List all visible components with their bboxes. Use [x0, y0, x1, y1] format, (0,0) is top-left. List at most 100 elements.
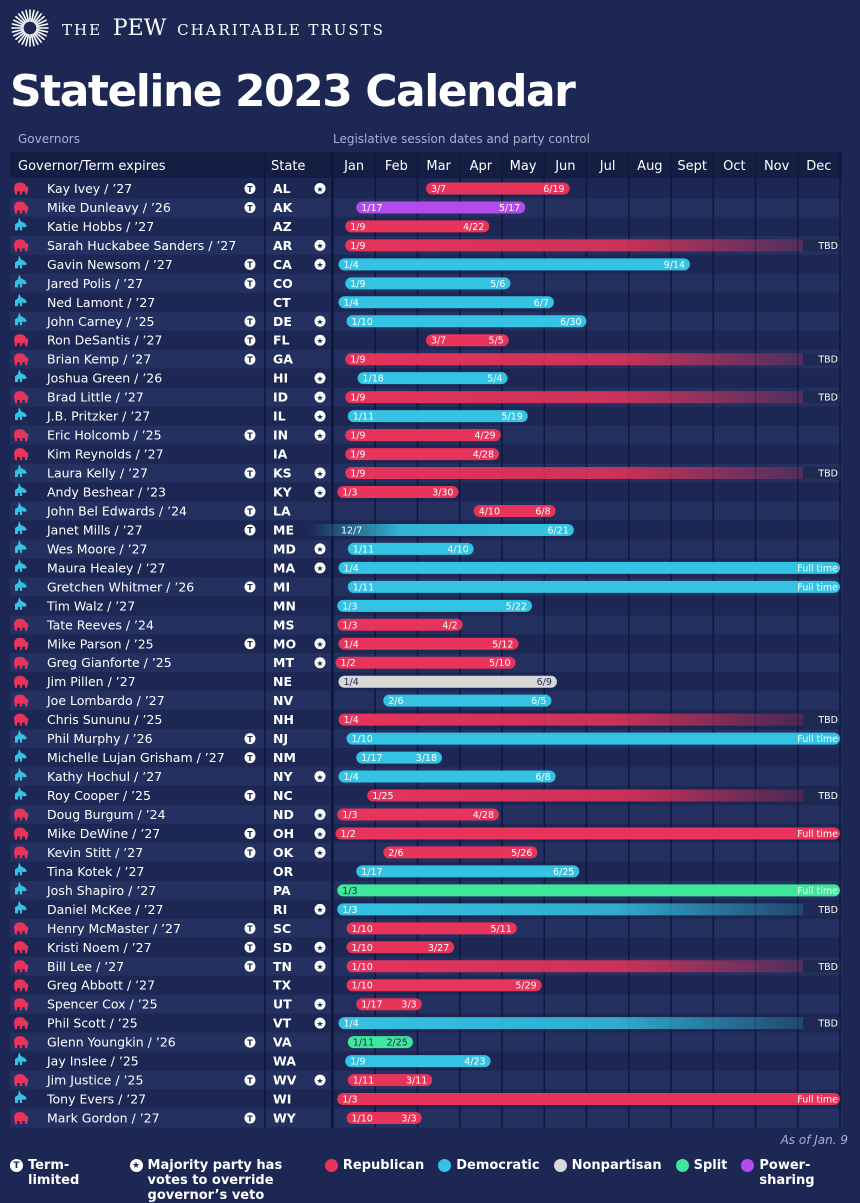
session-end-label: 3/27 — [428, 943, 449, 954]
override-star-icon — [314, 372, 326, 384]
governor-name: Tim Walz / ’27 — [46, 598, 135, 613]
sunburst-ray — [17, 13, 27, 24]
table-row: Kay Ivey / ’27 T AL ★ 3/7 6/19 — [14, 181, 570, 196]
session-end-label: TBD — [817, 469, 838, 480]
override-star-icon — [314, 808, 326, 820]
governor-name: Michelle Lujan Grisham / ’27 — [47, 750, 225, 765]
override-star-glyph: ★ — [316, 830, 323, 839]
table-row: Jim Justice / ’25 T WV ★ 1/11 3/11 — [14, 1073, 433, 1088]
session-start-label: 1/10 — [352, 981, 373, 992]
session-end-label: 3/3 — [401, 1114, 416, 1125]
governor-name: Mike Parson / ’25 — [47, 636, 154, 651]
session-start-label: 1/17 — [361, 867, 382, 878]
override-star-glyph: ★ — [316, 469, 323, 478]
header-governor: Governor/Term expires — [18, 159, 166, 174]
session-end-label: 5/10 — [489, 658, 510, 669]
header-state: State — [271, 159, 305, 174]
session-bar — [345, 429, 501, 442]
session-end-label: 6/9 — [537, 677, 552, 688]
term-limited-icon: T — [10, 1159, 23, 1172]
session-bar — [367, 789, 840, 802]
state-code: NV — [273, 693, 293, 708]
table-row: Maura Healey / ’27 MA ★ 1/4 Full time — [15, 558, 840, 575]
session-bar — [337, 618, 463, 631]
table-row: Tony Evers / ’27 WI 1/3 Full time — [15, 1090, 840, 1107]
table-row: John Carney / ’25 T DE ★ 1/10 6/30 — [15, 312, 587, 329]
table-row: Mike Dunleavy / ’26 T AK 1/17 5/17 — [14, 200, 526, 215]
governor-name: Jared Polis / ’27 — [46, 276, 143, 291]
term-limited-glyph: T — [247, 204, 253, 213]
democratic-donkey-icon — [15, 577, 27, 591]
sunburst-ray — [35, 19, 48, 26]
session-start-label: 1/4 — [343, 260, 358, 271]
session-end-label: 4/2 — [442, 620, 457, 631]
session-start-label: 1/3 — [342, 810, 357, 821]
democratic-donkey-icon — [15, 729, 27, 743]
session-bar — [345, 353, 840, 366]
session-bar — [346, 1112, 422, 1125]
session-bar — [345, 239, 840, 252]
table-row: Jared Polis / ’27 T CO 1/9 5/6 — [15, 274, 511, 291]
term-limited-icon — [244, 524, 256, 536]
term-limited-icon — [244, 827, 256, 839]
state-code: HI — [273, 371, 288, 386]
session-start-label: 1/4 — [343, 1019, 358, 1030]
session-start-label: 1/9 — [350, 241, 365, 252]
session-start-label: 1/17 — [361, 203, 382, 214]
override-star-glyph: ★ — [316, 659, 323, 668]
table-row: Mike Parson / ’25 T MO ★ 1/4 5/12 — [14, 636, 519, 651]
governor-name: John Carney / ’25 — [46, 314, 155, 329]
pew-sunburst-icon — [11, 9, 49, 47]
sunburst-ray — [21, 33, 28, 46]
table-row: Greg Abbott / ’27 TX 1/10 5/29 — [14, 978, 542, 993]
state-code: VT — [273, 1016, 292, 1031]
session-start-label: 4/10 — [479, 506, 500, 517]
session-start-label: 1/9 — [350, 469, 365, 480]
state-code: AL — [273, 181, 291, 196]
session-end-label: 3/18 — [416, 753, 437, 764]
session-end-label: 4/10 — [447, 544, 468, 555]
term-limited-icon — [244, 429, 256, 441]
term-limited-glyph: T — [247, 469, 253, 478]
session-end-label: 6/7 — [534, 298, 549, 309]
session-start-label: 1/10 — [352, 734, 373, 745]
state-code: OR — [273, 864, 294, 879]
democratic-donkey-icon — [15, 1052, 27, 1066]
democratic-donkey-icon — [15, 881, 27, 895]
tbd-badge — [803, 960, 840, 973]
month-label: Dec — [806, 159, 831, 174]
session-bar — [345, 448, 500, 461]
brand-post: CHARITABLE TRUSTS — [177, 20, 385, 39]
tbd-badge — [803, 467, 840, 480]
republican-elephant-icon — [14, 1017, 29, 1030]
session-start-label: 1/2 — [341, 658, 356, 669]
table-row: Joe Lombardo / ’27 NV 2/6 6/5 — [14, 693, 552, 708]
session-end-label: 5/26 — [511, 848, 532, 859]
row-background — [10, 994, 842, 1014]
session-bar — [347, 410, 528, 423]
state-code: OH — [273, 826, 294, 841]
term-limited-icon — [244, 1112, 256, 1124]
state-code: UT — [273, 997, 292, 1012]
session-bar — [473, 504, 556, 517]
session-end-label: Full time — [797, 734, 838, 745]
table-row: Laura Kelly / ’27 T KS ★ 1/9 TBD — [15, 464, 840, 481]
democratic-donkey-icon — [15, 1090, 27, 1104]
state-code: KS — [273, 466, 292, 481]
sunburst-ray — [33, 32, 43, 43]
legend: T Term-limited ★ Majority party has vote… — [10, 1158, 860, 1203]
override-star-glyph: ★ — [316, 185, 323, 194]
governor-name: Bill Lee / ’27 — [47, 959, 124, 974]
governor-name: Phil Scott / ’25 — [47, 1016, 138, 1031]
session-bar — [356, 751, 443, 764]
governor-name: Laura Kelly / ’27 — [47, 466, 148, 481]
governor-name: Wes Moore / ’27 — [47, 541, 147, 556]
tbd-badge — [803, 353, 840, 366]
session-bar — [335, 656, 516, 669]
table-row: Roy Cooper / ’25 T NC 1/25 TBD — [15, 786, 840, 803]
republican-elephant-icon — [14, 808, 29, 821]
override-star-glyph: ★ — [316, 318, 323, 327]
term-limited-icon — [244, 846, 256, 858]
session-bar — [383, 846, 538, 859]
state-code: ND — [273, 807, 294, 822]
